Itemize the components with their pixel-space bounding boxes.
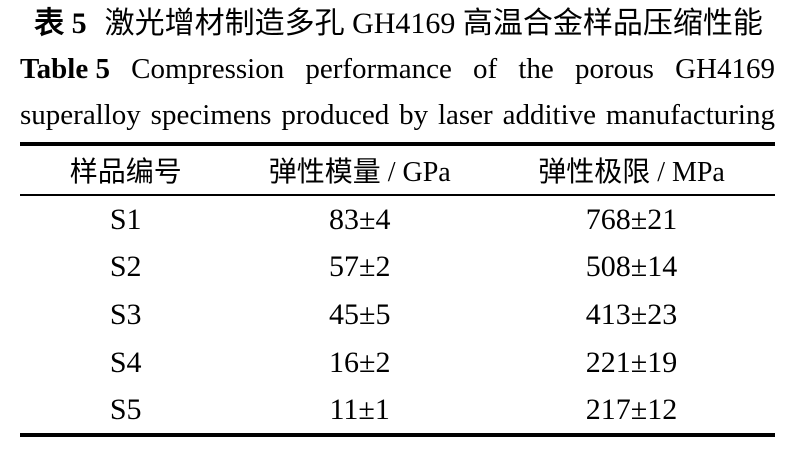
caption-word: specimens xyxy=(150,99,272,131)
caption-word: performance xyxy=(305,53,452,85)
col-header-elastic-modulus: 弹性模量 / GPa xyxy=(268,157,451,188)
table-caption-en-line1: Table 5 Compression performance of the porou… xyxy=(20,46,775,92)
cell-elastic-limit: 413±23 xyxy=(585,298,678,331)
table-caption-en-label: Table 5 xyxy=(20,53,110,85)
caption-word: produced xyxy=(281,99,390,131)
caption-word: additive xyxy=(502,99,596,131)
table-caption-zh-text: 激光增材制造多孔 GH4169 高温合金样品压缩性能 xyxy=(104,7,763,40)
table-row: S4 16±2 221±19 xyxy=(20,339,775,387)
table-caption-zh-label: 表 5 xyxy=(34,7,87,40)
table-row: S1 83±4 768±21 xyxy=(20,195,775,243)
cell-sample-id: S1 xyxy=(109,202,142,236)
cell-elastic-modulus: 45±5 xyxy=(329,298,391,331)
cell-elastic-limit: 508±14 xyxy=(585,250,678,283)
caption-word: porous xyxy=(574,53,654,85)
cell-elastic-modulus: 16±2 xyxy=(329,346,391,379)
caption-word: of xyxy=(473,53,498,85)
cell-elastic-limit: 221±19 xyxy=(585,346,678,379)
caption-word: laser xyxy=(437,99,493,131)
cell-elastic-modulus: 57±2 xyxy=(329,250,391,283)
caption-word: GH4169 xyxy=(675,53,775,85)
cell-elastic-limit: 217±12 xyxy=(585,393,678,426)
cell-sample-id: S5 xyxy=(109,393,142,426)
cell-sample-id: S4 xyxy=(109,346,142,379)
cell-elastic-limit: 768±21 xyxy=(585,202,678,236)
table-row: S5 11±1 217±12 xyxy=(20,387,775,435)
table-row: S3 45±5 413±23 xyxy=(20,291,775,339)
cell-sample-id: S3 xyxy=(109,298,142,331)
compression-performance-table: 样品编号 弹性模量 / GPa 弹性极限 / MPa S1 83±4 768±2… xyxy=(20,142,775,437)
caption-word: superalloy xyxy=(20,99,141,131)
cell-elastic-modulus: 11±1 xyxy=(329,393,390,426)
caption-word: manufacturing xyxy=(605,99,775,131)
table-header-row: 样品编号 弹性模量 / GPa 弹性极限 / MPa xyxy=(20,144,775,195)
caption-word: Compression xyxy=(131,53,285,85)
caption-word: by xyxy=(399,99,429,131)
table-row: S2 57±2 508±14 xyxy=(20,243,775,291)
table-caption-zh: 表 5 激光增材制造多孔 GH4169 高温合金样品压缩性能 xyxy=(0,0,797,46)
caption-word: the xyxy=(518,53,554,85)
col-header-sample-id: 样品编号 xyxy=(69,157,182,188)
table-caption-en-line2: superalloy specimens produced by laser additi… xyxy=(20,92,775,138)
cell-sample-id: S2 xyxy=(109,250,142,283)
cell-elastic-modulus: 83±4 xyxy=(329,202,391,236)
col-header-elastic-limit: 弹性极限 / MPa xyxy=(538,157,725,188)
